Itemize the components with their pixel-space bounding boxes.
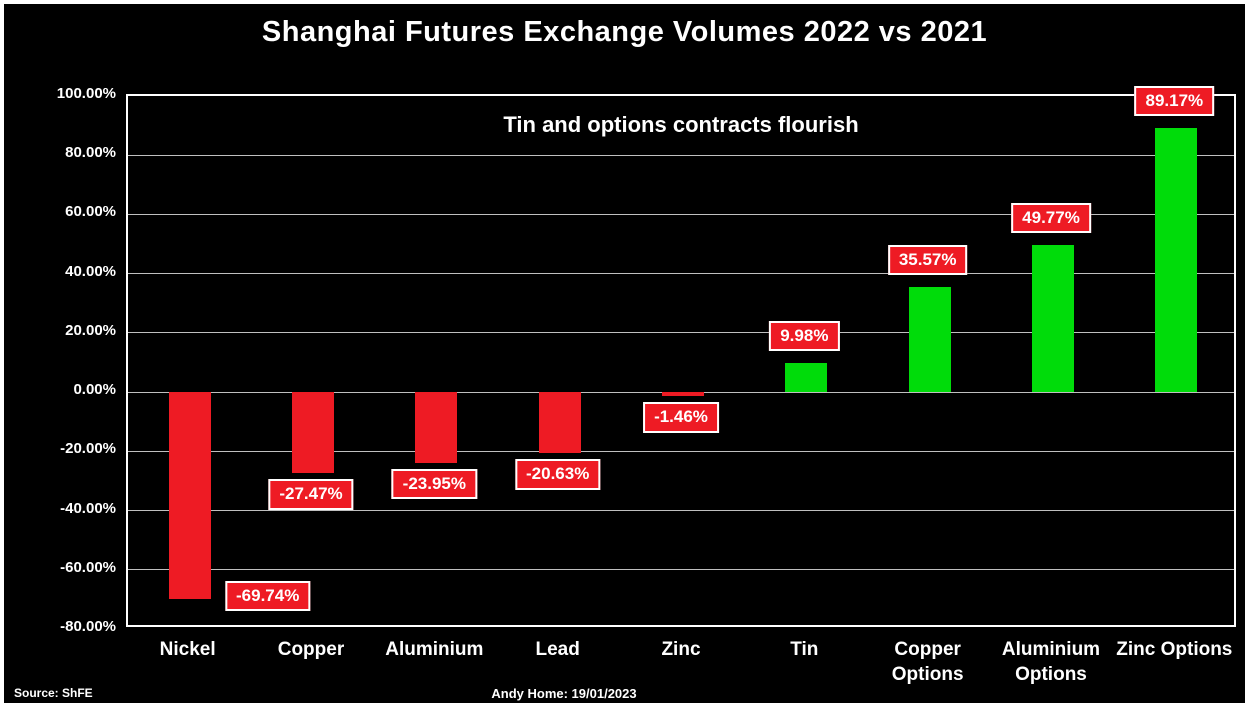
y-axis-tick-label: 60.00% [65, 203, 116, 221]
gridline [128, 213, 1234, 215]
category-label-copper: Copper [277, 639, 345, 660]
category-label-nickel: Nickel [159, 639, 216, 660]
chart-title: Shanghai Futures Exchange Volumes 2022 v… [261, 16, 988, 48]
value-label-aluminium: -23.95% [391, 469, 477, 500]
bar-nickel [168, 392, 211, 599]
category-label-copper-options: Copper Options [891, 639, 964, 685]
y-axis-tick-label: 20.00% [65, 321, 116, 339]
plot-area [126, 94, 1236, 627]
gridline [128, 154, 1234, 156]
source-note: Source: ShFE [14, 686, 93, 700]
y-axis-tick-label: -80.00% [60, 618, 116, 635]
y-axis-tick-label: -40.00% [60, 499, 116, 517]
gridline [128, 569, 1234, 571]
bar-aluminium-options [1032, 244, 1074, 393]
value-label-lead: -20.63% [514, 459, 601, 490]
y-axis-tick-label: 100.00% [56, 85, 116, 102]
credit-note: Andy Home: 19/01/2023 [491, 686, 637, 701]
bar-zinc-options [1155, 128, 1198, 393]
bar-tin [785, 362, 828, 393]
gridline [128, 332, 1234, 334]
bar-copper [292, 392, 334, 474]
y-axis-tick-label: -20.00% [60, 440, 116, 458]
y-axis-tick-label: 40.00% [65, 262, 116, 280]
value-label-copper: -27.47% [268, 479, 354, 510]
y-axis-tick-label: 80.00% [65, 144, 116, 162]
gridline [128, 273, 1234, 275]
category-label-tin: Tin [790, 639, 819, 660]
category-label-zinc-options: Zinc Options [1116, 639, 1233, 660]
value-label-copper-options: 35.57% [887, 244, 968, 276]
value-label-zinc: -1.46% [643, 402, 719, 433]
y-axis-tick-label: -60.00% [60, 558, 116, 576]
category-label-lead: Lead [535, 639, 580, 660]
value-label-nickel: -69.74% [224, 580, 311, 611]
category-label-zinc: Zinc [661, 639, 701, 660]
value-label-zinc-options: 89.17% [1134, 86, 1215, 117]
value-label-aluminium-options: 49.77% [1011, 202, 1091, 234]
category-label-aluminium-options: Aluminium Options [1001, 639, 1101, 685]
value-label-tin: 9.98% [769, 320, 840, 351]
y-axis-tick-label: 0.00% [73, 381, 116, 399]
category-label-aluminium: Aluminium [385, 639, 484, 660]
bar-lead [538, 392, 581, 454]
gridline [128, 450, 1234, 452]
bar-copper-options [908, 286, 951, 393]
bar-zinc [662, 392, 704, 397]
bar-aluminium [415, 392, 458, 464]
gridline [128, 510, 1234, 512]
chart-subtitle: Tin and options contracts flourish [503, 112, 859, 137]
